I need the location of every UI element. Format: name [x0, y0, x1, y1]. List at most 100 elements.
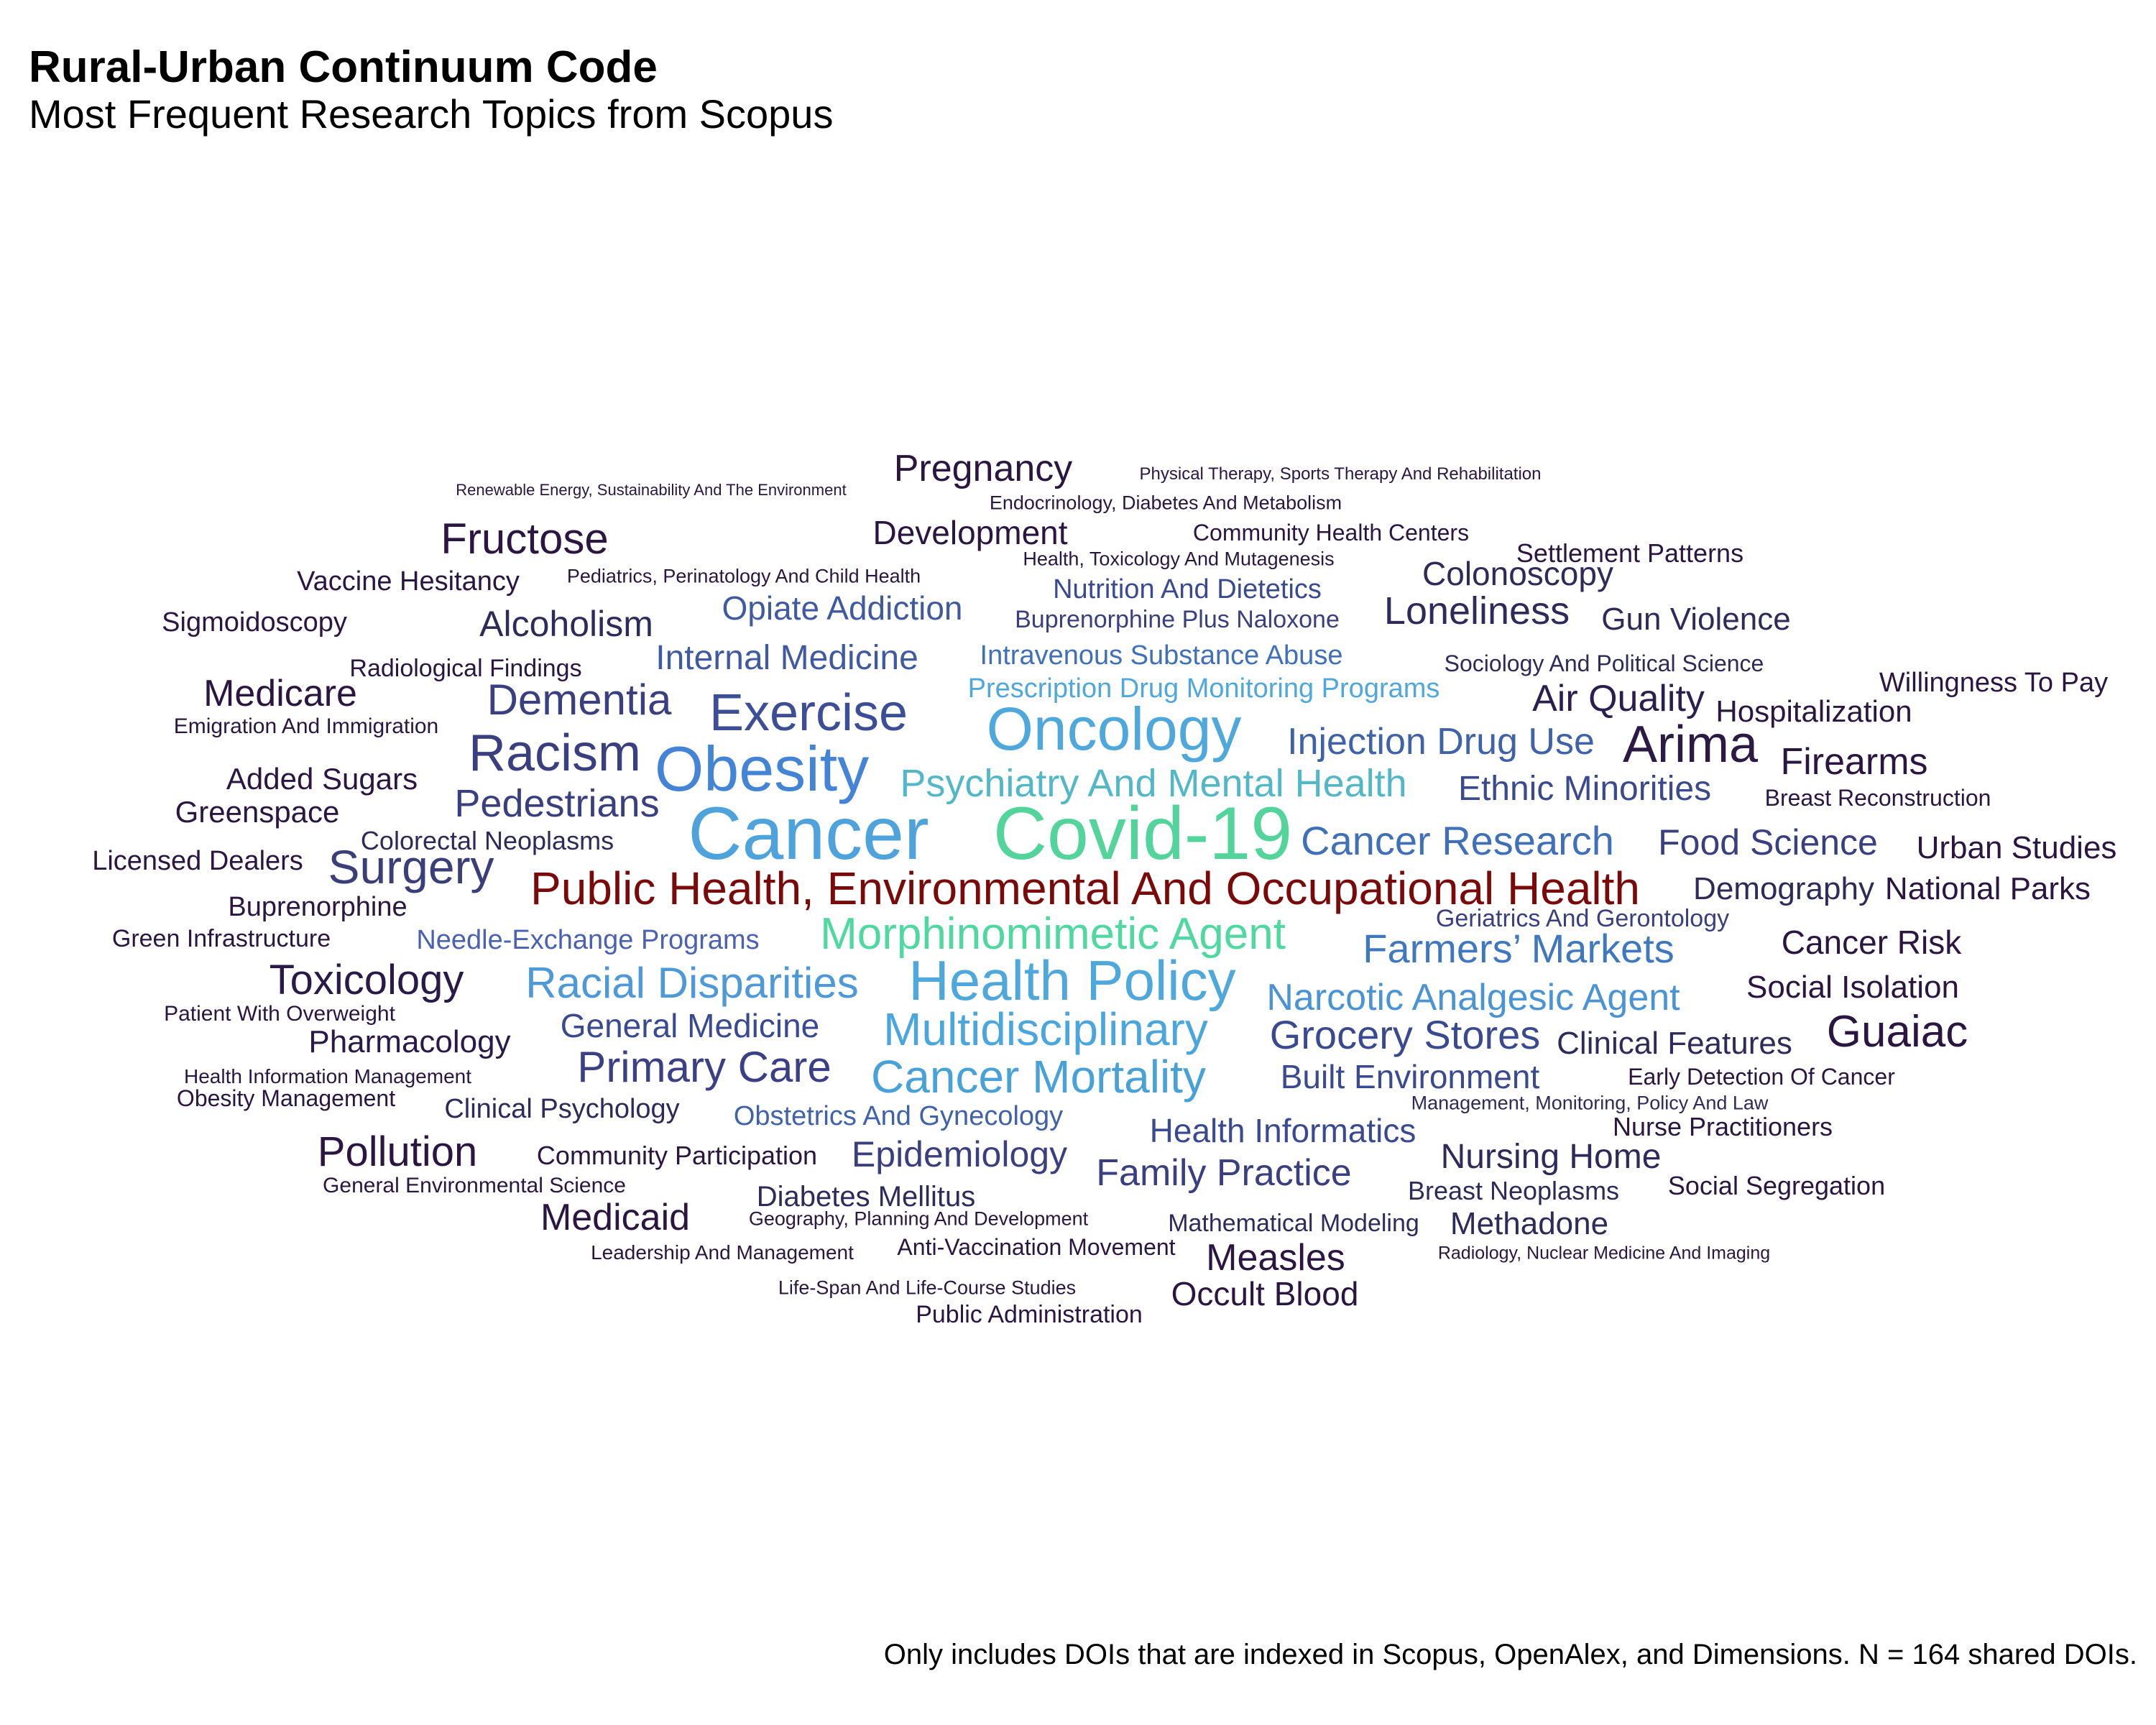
chart-caption: Only includes DOIs that are indexed in S…: [883, 1639, 2137, 1670]
word-pollution: Pollution: [317, 1128, 478, 1175]
word-ethnic-minorities: Ethnic Minorities: [1457, 770, 1712, 808]
word-needle-exchange-programs: Needle-Exchange Programs: [416, 925, 760, 955]
word-added-sugars: Added Sugars: [226, 762, 418, 796]
word-farmers-markets: Farmers’ Markets: [1363, 926, 1674, 971]
word-guaiac: Guaiac: [1826, 1007, 1968, 1057]
word-physical-therapy-sports-therapy-and-rehabilitation: Physical Therapy, Sports Therapy And Reh…: [1139, 464, 1542, 484]
word-loneliness: Loneliness: [1383, 589, 1570, 632]
word-willingness-to-pay: Willingness To Pay: [1879, 668, 2109, 698]
word-built-environment: Built Environment: [1280, 1058, 1540, 1095]
word-family-practice: Family Practice: [1096, 1152, 1352, 1194]
word-gun-violence: Gun Violence: [1601, 602, 1791, 637]
word-life-span-and-life-course-studies: Life-Span And Life-Course Studies: [778, 1276, 1077, 1299]
word-firearms: Firearms: [1780, 741, 1928, 783]
word-cancer-mortality: Cancer Mortality: [871, 1051, 1206, 1103]
word-geriatrics-and-gerontology: Geriatrics And Gerontology: [1435, 905, 1730, 932]
word-psychiatry-and-mental-health: Psychiatry And Mental Health: [900, 762, 1407, 805]
word-hospitalization: Hospitalization: [1715, 694, 1912, 728]
word-urban-studies: Urban Studies: [1916, 830, 2117, 865]
word-colorectal-neoplasms: Colorectal Neoplasms: [360, 826, 614, 855]
word-demography: Demography: [1693, 871, 1874, 906]
word-geography-planning-and-development: Geography, Planning And Development: [748, 1208, 1089, 1230]
word-buprenorphine: Buprenorphine: [228, 892, 407, 922]
word-medicaid: Medicaid: [540, 1197, 691, 1238]
word-vaccine-hesitancy: Vaccine Hesitancy: [297, 566, 520, 597]
word-social-segregation: Social Segregation: [1667, 1171, 1886, 1200]
word-surgery: Surgery: [328, 840, 494, 893]
word-health-policy: Health Policy: [908, 949, 1236, 1012]
word-leadership-and-management: Leadership And Management: [591, 1241, 854, 1264]
word-morphinomimetic-agent: Morphinomimetic Agent: [820, 909, 1286, 959]
chart-title: Rural-Urban Continuum Code: [29, 42, 658, 92]
word-breast-neoplasms: Breast Neoplasms: [1407, 1176, 1620, 1205]
word-primary-care: Primary Care: [577, 1043, 831, 1091]
word-dementia: Dementia: [487, 676, 672, 724]
word-general-environmental-science: General Environmental Science: [323, 1174, 626, 1197]
word-intravenous-substance-abuse: Intravenous Substance Abuse: [980, 640, 1343, 671]
word-general-medicine: General Medicine: [560, 1007, 820, 1044]
word-settlement-patterns: Settlement Patterns: [1516, 538, 1744, 568]
word-grocery-stores: Grocery Stores: [1269, 1012, 1541, 1057]
word-licensed-dealers: Licensed Dealers: [92, 846, 303, 876]
word-social-isolation: Social Isolation: [1746, 970, 1959, 1005]
word-obstetrics-and-gynecology: Obstetrics And Gynecology: [733, 1101, 1064, 1131]
word-covid-19: Covid-19: [992, 792, 1293, 875]
word-health-toxicology-and-mutagenesis: Health, Toxicology And Mutagenesis: [1023, 548, 1335, 570]
word-nursing-home: Nursing Home: [1440, 1138, 1662, 1176]
word-community-health-centers: Community Health Centers: [1192, 520, 1470, 546]
word-health-information-management: Health Information Management: [184, 1065, 471, 1087]
word-fructose: Fructose: [441, 515, 609, 563]
word-health-informatics: Health Informatics: [1149, 1112, 1416, 1149]
word-anti-vaccination-movement: Anti-Vaccination Movement: [897, 1234, 1176, 1260]
word-food-science: Food Science: [1658, 822, 1878, 862]
word-air-quality: Air Quality: [1532, 678, 1705, 719]
word-national-parks: National Parks: [1884, 871, 2091, 906]
word-narcotic-analgesic-agent: Narcotic Analgesic Agent: [1266, 977, 1680, 1018]
word-pregnancy: Pregnancy: [893, 448, 1073, 489]
word-radiological-findings: Radiological Findings: [349, 655, 582, 682]
word-arima: Arima: [1622, 716, 1759, 773]
word-community-participation: Community Participation: [536, 1141, 818, 1170]
word-management-monitoring-policy-and-law: Management, Monitoring, Policy And Law: [1411, 1092, 1769, 1114]
word-buprenorphine-plus-naloxone: Buprenorphine Plus Naloxone: [1015, 606, 1340, 633]
word-nutrition-and-dietetics: Nutrition And Dietetics: [1053, 574, 1322, 604]
word-nurse-practitioners: Nurse Practitioners: [1612, 1112, 1833, 1141]
word-obesity-management: Obesity Management: [176, 1085, 396, 1111]
word-methadone: Methadone: [1450, 1206, 1609, 1241]
word-green-infrastructure: Green Infrastructure: [111, 925, 331, 952]
word-obesity: Obesity: [654, 733, 870, 804]
word-sociology-and-political-science: Sociology And Political Science: [1444, 650, 1764, 676]
word-radiology-nuclear-medicine-and-imaging: Radiology, Nuclear Medicine And Imaging: [1437, 1243, 1771, 1264]
word-greenspace: Greenspace: [175, 795, 340, 829]
word-opiate-addiction: Opiate Addiction: [722, 589, 963, 627]
word-occult-blood: Occult Blood: [1171, 1275, 1359, 1312]
word-injection-drug-use: Injection Drug Use: [1287, 721, 1595, 763]
word-pedestrians: Pedestrians: [454, 782, 660, 825]
word-medicare: Medicare: [203, 673, 357, 714]
word-development: Development: [872, 514, 1068, 551]
word-racial-disparities: Racial Disparities: [525, 959, 859, 1007]
word-oncology: Oncology: [986, 695, 1242, 763]
word-epidemiology: Epidemiology: [851, 1134, 1068, 1174]
word-multidisciplinary: Multidisciplinary: [883, 1003, 1208, 1055]
word-clinical-psychology: Clinical Psychology: [444, 1094, 680, 1124]
word-prescription-drug-monitoring-programs: Prescription Drug Monitoring Programs: [967, 673, 1440, 704]
word-early-detection-of-cancer: Early Detection Of Cancer: [1628, 1064, 1895, 1090]
word-public-administration: Public Administration: [916, 1301, 1143, 1328]
word-diabetes-mellitus: Diabetes Mellitus: [756, 1181, 976, 1213]
word-breast-reconstruction: Breast Reconstruction: [1764, 785, 1991, 811]
word-internal-medicine: Internal Medicine: [655, 639, 918, 677]
word-cancer-risk: Cancer Risk: [1781, 924, 1962, 961]
word-renewable-energy-sustainability-and-the-environment: Renewable Energy, Sustainability And The…: [456, 481, 847, 499]
word-cancer-research: Cancer Research: [1301, 818, 1614, 863]
word-alcoholism: Alcoholism: [479, 604, 653, 644]
word-mathematical-modeling: Mathematical Modeling: [1168, 1210, 1419, 1237]
word-emigration-and-immigration: Emigration And Immigration: [173, 714, 439, 738]
word-exercise: Exercise: [709, 684, 908, 742]
word-patient-with-overweight: Patient With Overweight: [164, 1002, 395, 1026]
word-clinical-features: Clinical Features: [1557, 1026, 1792, 1061]
word-toxicology: Toxicology: [269, 957, 464, 1003]
word-sigmoidoscopy: Sigmoidoscopy: [162, 607, 347, 638]
word-colonoscopy: Colonoscopy: [1422, 555, 1613, 592]
